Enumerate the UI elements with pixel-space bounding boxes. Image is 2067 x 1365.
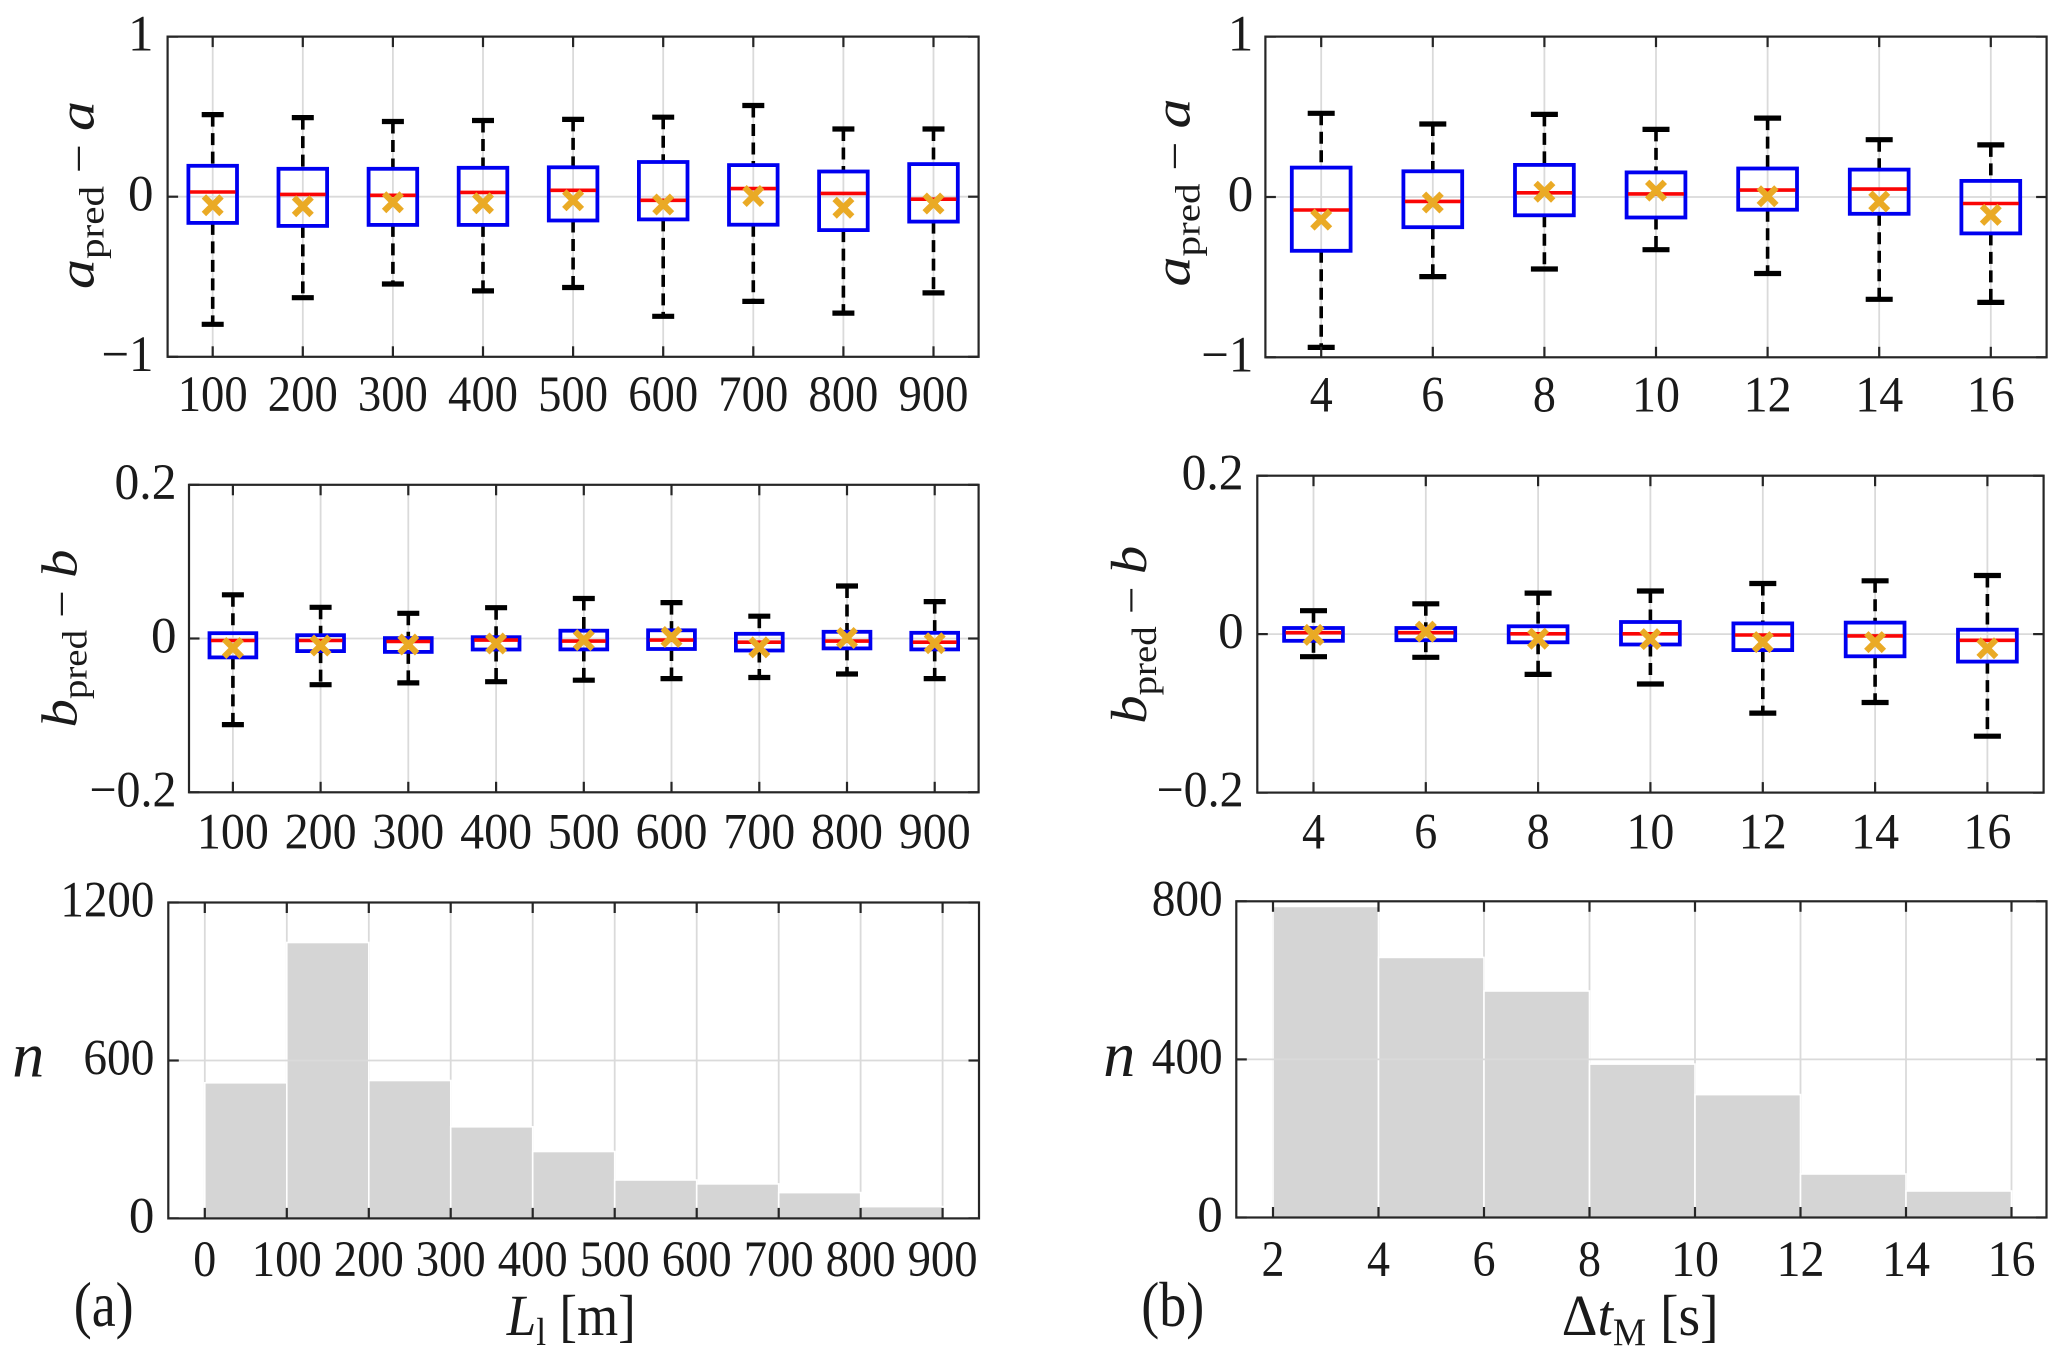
svg-text:0.2: 0.2: [1182, 446, 1244, 502]
svg-text:200: 200: [285, 804, 357, 860]
svg-text:400: 400: [448, 367, 518, 423]
svg-text:n: n: [1103, 1019, 1135, 1090]
svg-text:0: 0: [151, 609, 177, 665]
svg-text:1: 1: [128, 7, 154, 63]
svg-text:10: 10: [1632, 367, 1680, 423]
svg-text:300: 300: [416, 1232, 486, 1288]
svg-text:Ll [m]: Ll [m]: [506, 1283, 636, 1354]
svg-text:200: 200: [334, 1232, 404, 1288]
svg-text:8: 8: [1578, 1232, 1601, 1288]
svg-text:−1: −1: [102, 327, 154, 383]
svg-text:1200: 1200: [60, 873, 154, 929]
svg-text:1: 1: [1228, 7, 1254, 63]
svg-text:bpred − b: bpred − b: [1102, 546, 1164, 724]
svg-text:ΔtM [s]: ΔtM [s]: [1562, 1283, 1719, 1354]
svg-text:600: 600: [662, 1232, 732, 1288]
svg-text:−1: −1: [1201, 327, 1253, 383]
svg-text:14: 14: [1882, 1232, 1930, 1288]
svg-text:8: 8: [1527, 805, 1550, 861]
svg-text:400: 400: [1152, 1029, 1223, 1085]
svg-text:0: 0: [1228, 167, 1254, 223]
svg-text:4: 4: [1310, 367, 1333, 423]
svg-text:10: 10: [1671, 1232, 1719, 1288]
svg-text:16: 16: [1967, 367, 2015, 423]
svg-text:0: 0: [128, 167, 154, 223]
svg-text:apred − a: apred − a: [1146, 99, 1208, 287]
svg-text:600: 600: [628, 367, 698, 423]
svg-text:800: 800: [811, 804, 883, 860]
svg-text:500: 500: [538, 367, 608, 423]
svg-text:10: 10: [1626, 805, 1674, 861]
svg-text:−0.2: −0.2: [1157, 763, 1244, 819]
svg-text:8: 8: [1533, 367, 1556, 423]
svg-text:200: 200: [268, 367, 338, 423]
svg-text:6: 6: [1473, 1232, 1496, 1288]
svg-text:800: 800: [808, 367, 878, 423]
svg-text:14: 14: [1855, 367, 1903, 423]
svg-text:(a): (a): [74, 1269, 134, 1340]
svg-text:400: 400: [460, 804, 532, 860]
svg-text:300: 300: [358, 367, 428, 423]
svg-text:900: 900: [899, 804, 971, 860]
svg-text:0.2: 0.2: [115, 455, 177, 511]
svg-text:−0.2: −0.2: [90, 762, 177, 818]
svg-text:0: 0: [1218, 604, 1244, 660]
svg-text:400: 400: [498, 1232, 568, 1288]
svg-text:bpred − b: bpred − b: [33, 550, 95, 728]
svg-text:0: 0: [129, 1188, 155, 1244]
svg-text:700: 700: [723, 804, 795, 860]
svg-text:6: 6: [1414, 805, 1437, 861]
svg-text:800: 800: [1152, 871, 1223, 927]
svg-text:700: 700: [744, 1232, 814, 1288]
svg-text:4: 4: [1367, 1232, 1390, 1288]
svg-text:100: 100: [197, 804, 269, 860]
svg-text:0: 0: [1197, 1188, 1223, 1244]
svg-text:100: 100: [252, 1232, 322, 1288]
svg-text:6: 6: [1421, 367, 1444, 423]
svg-text:n: n: [12, 1020, 44, 1091]
svg-text:700: 700: [718, 367, 788, 423]
svg-text:(b): (b): [1141, 1269, 1204, 1340]
svg-text:0: 0: [193, 1232, 216, 1288]
svg-text:16: 16: [1963, 805, 2011, 861]
svg-text:12: 12: [1744, 367, 1792, 423]
svg-text:2: 2: [1262, 1232, 1285, 1288]
svg-text:600: 600: [636, 804, 708, 860]
svg-text:12: 12: [1739, 805, 1787, 861]
svg-text:apred − a: apred − a: [49, 101, 111, 289]
svg-text:500: 500: [548, 804, 620, 860]
svg-text:300: 300: [372, 804, 444, 860]
svg-text:100: 100: [178, 367, 248, 423]
svg-text:14: 14: [1851, 805, 1899, 861]
svg-text:900: 900: [908, 1232, 978, 1288]
svg-text:800: 800: [826, 1232, 896, 1288]
svg-text:900: 900: [899, 367, 969, 423]
svg-text:4: 4: [1302, 805, 1325, 861]
svg-text:500: 500: [580, 1232, 650, 1288]
svg-text:12: 12: [1777, 1232, 1825, 1288]
svg-text:600: 600: [83, 1030, 154, 1086]
svg-text:16: 16: [1988, 1232, 2036, 1288]
